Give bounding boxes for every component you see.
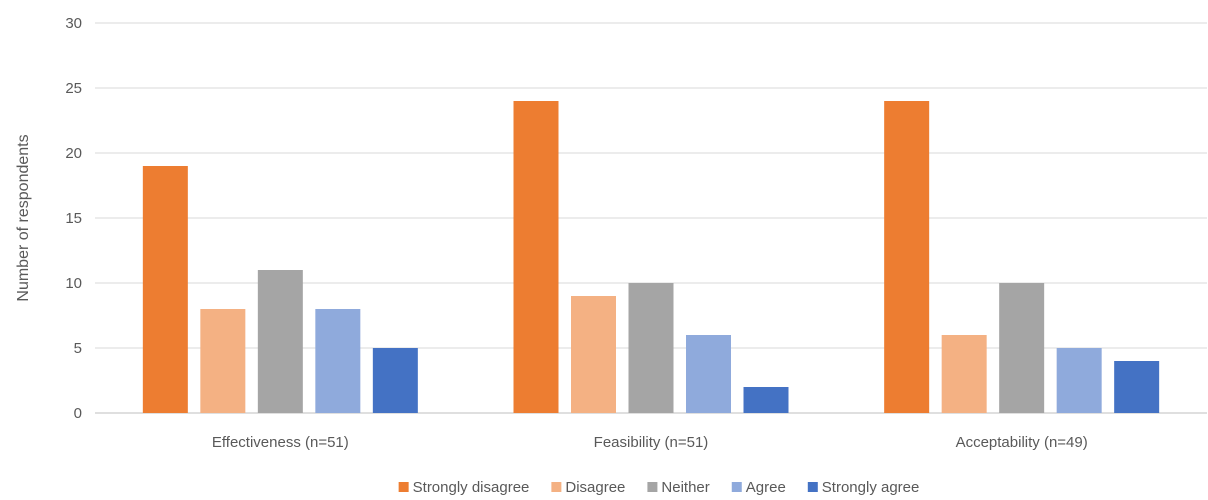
bar-agree: [686, 335, 731, 413]
y-tick-label: 25: [65, 80, 82, 97]
y-tick-label: 10: [65, 275, 82, 292]
bar-strongly-agree: [372, 348, 418, 413]
legend-swatch: [731, 482, 742, 492]
legend: Strongly disagree Disagree Neither Agree Str…: [398, 479, 920, 496]
bar-agree: [1056, 348, 1102, 413]
legend-label: Neither: [661, 479, 709, 496]
bar-strongly-disagree: [513, 101, 559, 413]
bar-disagree: [571, 296, 616, 413]
y-tick-label: 30: [65, 15, 82, 32]
legend-swatch: [647, 482, 658, 492]
legend-label: Strongly agree: [822, 479, 920, 496]
bar-agree: [315, 309, 361, 413]
bar-disagree: [941, 335, 987, 413]
legend-swatch: [398, 482, 409, 492]
y-tick-label: 15: [65, 210, 82, 227]
bar-strongly-agree: [1114, 361, 1160, 413]
legend-swatch: [807, 482, 818, 492]
bar-strongly-disagree: [142, 166, 188, 413]
legend-label: Disagree: [565, 479, 625, 496]
x-category-label: Acceptability (n=49): [956, 434, 1088, 451]
bar-neither: [999, 283, 1045, 413]
bar-neither: [628, 283, 674, 413]
bars: [142, 101, 1160, 413]
axis-labels: 0 5 10 15 20 25 30 Effectiveness (n=51) Feasibil…: [65, 15, 1087, 451]
bar-strongly-agree: [743, 387, 789, 413]
y-tick-label: 20: [65, 145, 82, 162]
legend-label: Agree: [746, 479, 786, 496]
y-tick-label: 5: [74, 340, 82, 357]
x-category-label: Feasibility (n=51): [594, 434, 709, 451]
legend-swatch: [551, 482, 562, 492]
y-tick-label: 0: [74, 405, 82, 422]
bar-disagree: [200, 309, 246, 413]
legend-label: Strongly disagree: [413, 479, 530, 496]
x-category-label: Effectiveness (n=51): [212, 434, 349, 451]
y-axis-title: Number of respondents: [15, 134, 32, 301]
bar-neither: [257, 270, 303, 413]
bar-strongly-disagree: [884, 101, 930, 413]
